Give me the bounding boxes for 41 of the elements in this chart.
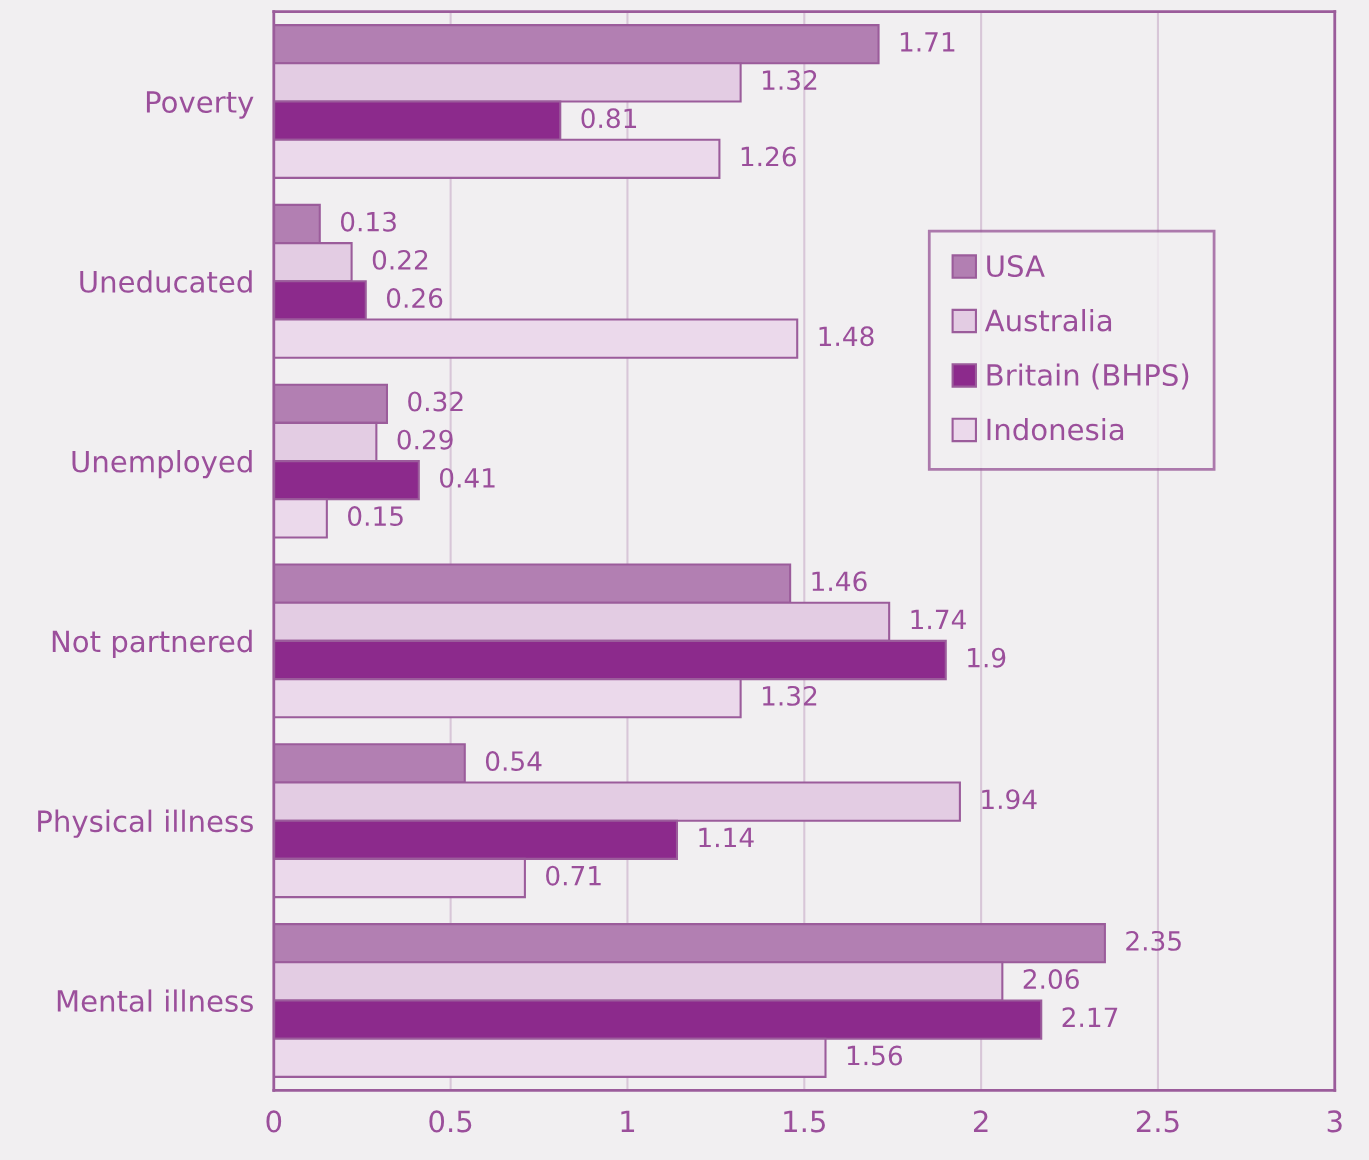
- data-label: 0.26: [386, 288, 443, 309]
- y-tick-label: Poverty: [146, 91, 254, 119]
- data-label: 0.81: [581, 108, 637, 129]
- y-tick-label: Not partnered: [52, 629, 252, 659]
- legend-label: Britain (BHPS): [987, 363, 1189, 390]
- y-tick-label: Unemployed: [72, 450, 252, 479]
- x-tick-label: 2: [973, 1110, 988, 1133]
- data-label: 1.9: [968, 647, 1006, 668]
- x-tick-label: 1.5: [784, 1110, 825, 1133]
- data-label: 2.06: [1023, 969, 1079, 990]
- data-label: 2.35: [1126, 930, 1181, 951]
- data-label: 1.71: [900, 32, 955, 52]
- data-label: 0.29: [397, 429, 453, 450]
- y-tick-label: Physical illness: [38, 809, 253, 838]
- data-label: 0.54: [485, 751, 542, 772]
- data-label: 1.32: [762, 70, 817, 91]
- legend-label: Australia: [984, 308, 1112, 332]
- data-label: 1.74: [911, 609, 966, 630]
- data-label: 0.15: [348, 506, 403, 527]
- x-tick-label: 0.5: [429, 1110, 472, 1133]
- data-label: 1.14: [699, 827, 754, 848]
- y-tick-label: Uneducated: [80, 270, 252, 293]
- data-label: 1.32: [762, 685, 817, 706]
- data-label: 1.48: [819, 326, 874, 347]
- data-label: 0.71: [546, 865, 601, 886]
- data-label: 2.17: [1062, 1007, 1118, 1027]
- x-tick-label: 0: [266, 1110, 282, 1133]
- data-label: 0.41: [439, 467, 495, 488]
- x-tick-label: 3: [1327, 1110, 1342, 1133]
- data-label: 0.32: [408, 391, 463, 412]
- data-label: 1.46: [812, 571, 867, 592]
- data-label: 1.26: [741, 146, 796, 167]
- legend-label: USA: [987, 255, 1045, 278]
- legend-label: Indonesia: [987, 417, 1124, 441]
- data-label: 1.56: [847, 1045, 903, 1066]
- x-tick-label: 1: [621, 1110, 635, 1133]
- data-label: 1.94: [982, 789, 1037, 810]
- data-label: 0.13: [340, 211, 396, 232]
- x-tick-label: 2.5: [1136, 1110, 1179, 1133]
- data-label: 0.22: [372, 249, 428, 270]
- y-tick-label: Mental illness: [57, 989, 253, 1012]
